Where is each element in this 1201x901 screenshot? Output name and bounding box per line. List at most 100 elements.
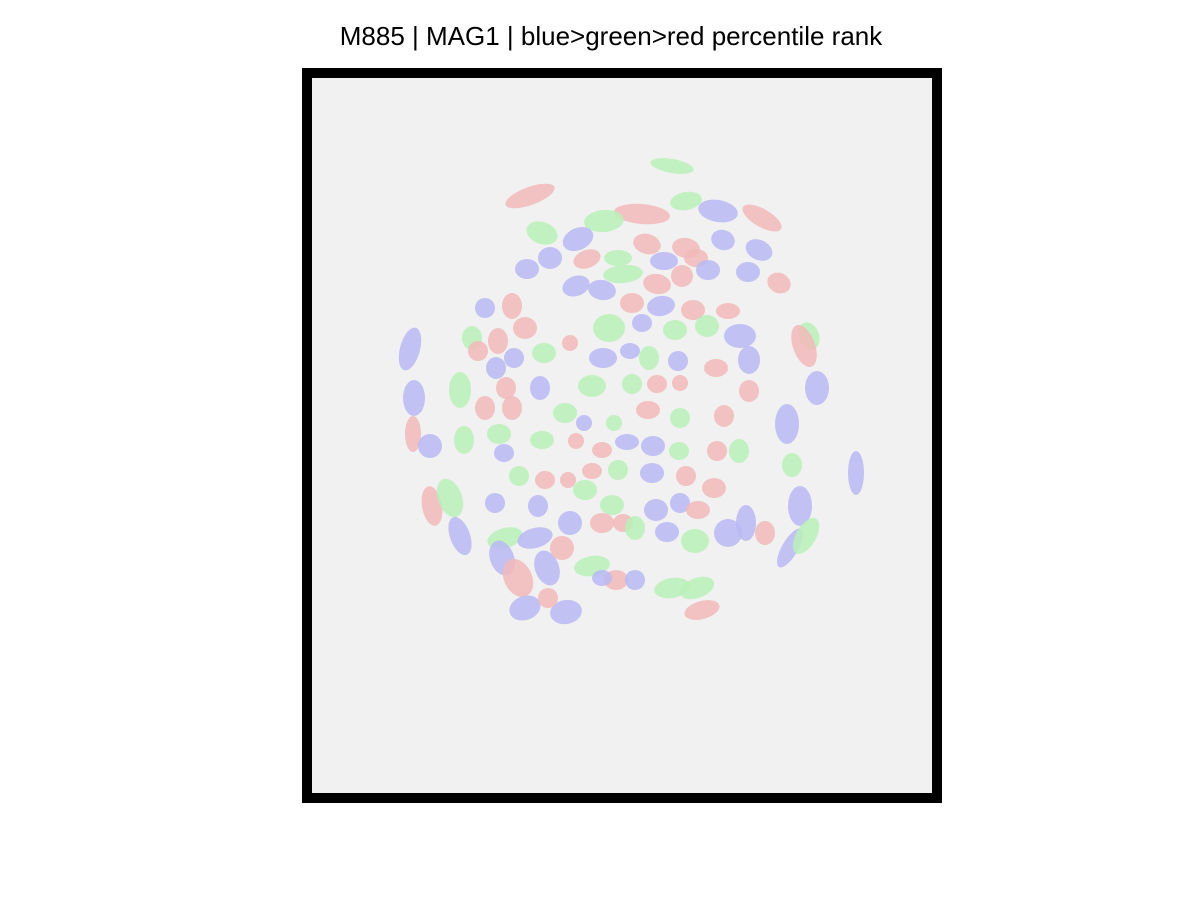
cell-blue <box>550 599 582 625</box>
cell-red <box>686 501 710 519</box>
cell-blue <box>486 357 506 379</box>
cell-green <box>670 408 690 428</box>
cell-green <box>600 495 624 515</box>
cell-green <box>608 460 628 480</box>
cell-green <box>606 415 622 431</box>
cell-blue <box>517 527 553 549</box>
cell-blue <box>644 499 668 521</box>
cell-red <box>535 471 555 489</box>
cell-blue <box>615 434 639 450</box>
cell-red <box>716 303 740 319</box>
cell-red <box>742 204 782 232</box>
cell-red <box>676 466 696 486</box>
cell-green <box>526 221 558 245</box>
cell-green <box>532 343 556 363</box>
image-frame <box>302 68 942 803</box>
cell-green <box>509 466 529 486</box>
cell-red <box>502 558 534 598</box>
cell-green <box>681 529 709 553</box>
cell-green <box>487 424 511 444</box>
cell-red <box>582 463 602 479</box>
cell-green <box>436 478 464 518</box>
cell-red <box>620 293 644 313</box>
cell-red <box>468 341 488 361</box>
cell-green <box>650 158 694 174</box>
cell-blue <box>589 348 617 368</box>
cell-green <box>530 431 554 449</box>
cell-red <box>502 293 522 319</box>
cell-red <box>560 472 576 488</box>
cell-red <box>714 405 734 427</box>
cell-red <box>681 300 705 320</box>
cell-blue <box>805 371 829 405</box>
cell-blue <box>698 199 738 223</box>
cell-blue <box>738 346 760 374</box>
cell-red <box>592 442 612 458</box>
cell-blue <box>558 511 582 535</box>
cell-blue <box>640 463 664 483</box>
cell-red <box>636 401 660 419</box>
cell-red <box>739 380 759 402</box>
cell-red <box>590 513 614 533</box>
cell-green <box>792 517 820 555</box>
cell-blue <box>562 226 594 252</box>
cell-blue <box>534 550 560 586</box>
cell-blue <box>592 570 612 586</box>
cell-red <box>707 441 727 461</box>
cell-blue <box>632 314 652 332</box>
cell-red <box>502 396 522 420</box>
cell-red <box>643 273 671 295</box>
cell-blue <box>736 262 760 282</box>
cell-red <box>505 183 555 209</box>
cell-green <box>670 191 702 211</box>
cell-red <box>496 377 516 399</box>
cell-blue <box>530 376 550 400</box>
cell-blue <box>485 493 505 513</box>
cell-blue <box>475 298 495 318</box>
cell-blue <box>620 343 640 359</box>
cell-green <box>695 315 719 337</box>
cell-red <box>550 536 574 560</box>
cell-red <box>573 249 601 269</box>
cell-green <box>449 372 471 408</box>
cell-green <box>593 314 625 342</box>
cell-red <box>475 396 495 420</box>
cell-blue <box>724 324 756 348</box>
cell-green <box>578 375 606 397</box>
cell-red <box>767 272 791 294</box>
cell-blue <box>538 247 562 269</box>
cell-red <box>562 335 578 351</box>
cell-red <box>513 317 537 339</box>
cell-blue <box>714 519 742 547</box>
cell-blue <box>668 351 688 371</box>
cell-red <box>672 375 688 391</box>
cell-red <box>647 375 667 393</box>
cell-red <box>488 328 508 354</box>
cell-blue <box>848 451 864 495</box>
cell-blue <box>528 495 548 517</box>
cell-green <box>679 576 715 600</box>
cell-blue <box>788 486 812 526</box>
cell-blue <box>696 260 720 280</box>
cell-green <box>603 264 643 284</box>
cell-green <box>639 346 659 370</box>
cell-red <box>791 324 817 368</box>
cell-blue <box>670 493 690 513</box>
cell-blue <box>509 595 541 621</box>
cell-blue <box>655 522 679 542</box>
cell-red <box>538 588 558 608</box>
cell-green <box>625 516 645 540</box>
cell-blue <box>745 239 773 261</box>
cell-blue <box>504 348 524 368</box>
cell-blue <box>562 275 590 297</box>
cell-red <box>633 233 661 255</box>
cell-green <box>553 403 577 423</box>
cell-green <box>729 439 749 463</box>
cell-blue <box>418 434 442 458</box>
cell-blue <box>647 295 675 317</box>
cell-green <box>604 250 632 266</box>
cell-green <box>622 374 642 394</box>
cell-blue <box>775 404 799 444</box>
cell-red <box>702 478 726 498</box>
cell-red <box>568 433 584 449</box>
